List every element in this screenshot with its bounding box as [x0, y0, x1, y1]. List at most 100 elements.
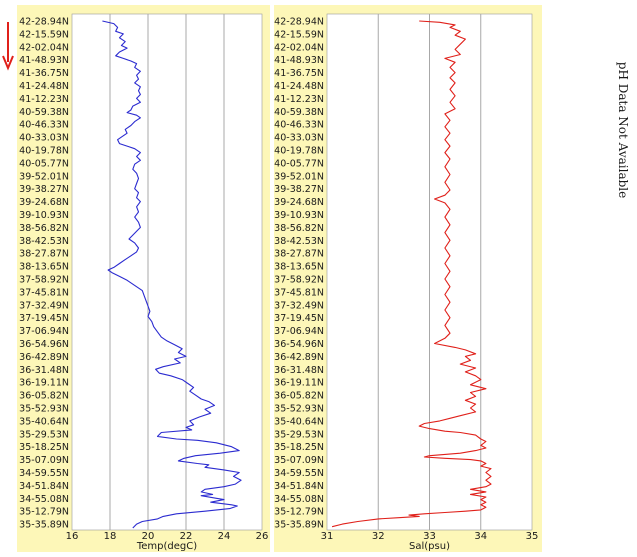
sal-y-tick-label: 35-12.79N [274, 507, 324, 518]
temp-plot-area [71, 13, 263, 531]
sal-y-tick-label: 41-24.48N [274, 81, 324, 92]
temp-y-tick-label: 35-35.89N [19, 520, 69, 531]
temp-y-tick-label: 41-48.93N [19, 55, 69, 66]
sal-y-tick-label: 38-56.82N [274, 223, 324, 234]
sal-y-tick-label: 35-52.93N [274, 404, 324, 415]
sal-y-tick-label: 38-13.65N [274, 262, 324, 273]
temp-y-tick-label: 37-58.92N [19, 275, 69, 286]
temp-y-tick-label: 35-40.64N [19, 416, 69, 427]
temp-y-tick-label: 38-56.82N [19, 223, 69, 234]
sal-y-tick-label: 42-15.59N [274, 29, 324, 40]
temp-y-tick-label: 39-10.93N [19, 210, 69, 221]
sal-y-tick-label: 37-19.45N [274, 313, 324, 324]
sal-y-tick-label: 37-06.94N [274, 326, 324, 337]
direction-arrow [2, 22, 14, 71]
temp-y-tick-label: 39-38.27N [19, 184, 69, 195]
temp-y-tick-label: 37-06.94N [19, 326, 69, 337]
sal-y-tick-label: 41-12.23N [274, 94, 324, 105]
temp-x-tick-label: 16 [66, 531, 79, 542]
ph-unavailable-note: pH Data Not Available [616, 62, 630, 198]
temperature-chart: 16 18 20 22 24 26 Temp(degC) 42-28.94N42-15.59N… [17, 5, 270, 552]
temp-y-tick-label: 38-13.65N [19, 262, 69, 273]
temp-y-tick-label: 35-29.53N [19, 429, 69, 440]
temp-y-tick-label: 36-31.48N [19, 365, 69, 376]
sal-x-tick-label: 35 [526, 531, 539, 542]
sal-y-tick-label: 36-31.48N [274, 365, 324, 376]
sal-y-tick-label: 40-59.38N [274, 107, 324, 118]
sal-y-tick-label: 38-42.53N [274, 236, 324, 247]
sal-series-line [331, 20, 492, 528]
temp-y-tick-label: 42-02.04N [19, 42, 69, 53]
temp-y-tick-label: 41-24.48N [19, 81, 69, 92]
sal-y-tick-label: 36-54.96N [274, 339, 324, 350]
sal-y-tick-label: 35-35.89N [274, 520, 324, 531]
sal-x-axis-label: Sal(psu) [409, 541, 450, 552]
sal-y-tick-label: 36-42.89N [274, 352, 324, 363]
sal-y-tick-label: 36-05.82N [274, 391, 324, 402]
sal-y-tick-label: 41-36.75N [274, 68, 324, 79]
sal-x-tick-label: 32 [372, 531, 385, 542]
temp-y-tick-label: 36-05.82N [19, 391, 69, 402]
temp-y-tick-label: 34-51.84N [19, 481, 69, 492]
temp-series-line [102, 20, 242, 529]
sal-y-tick-label: 40-05.77N [274, 158, 324, 169]
temp-y-tick-label: 38-42.53N [19, 236, 69, 247]
sal-y-tick-label: 42-28.94N [274, 17, 324, 28]
sal-y-tick-label: 39-38.27N [274, 184, 324, 195]
temp-y-tick-label: 36-54.96N [19, 339, 69, 350]
temp-y-tick-label: 42-28.94N [19, 17, 69, 28]
temp-y-tick-label: 37-45.81N [19, 287, 69, 298]
temp-y-tick-label: 35-52.93N [19, 404, 69, 415]
sal-y-tick-label: 39-10.93N [274, 210, 324, 221]
temp-y-tick-label: 40-33.03N [19, 133, 69, 144]
sal-y-tick-label: 34-55.08N [274, 494, 324, 505]
sal-y-tick-label: 39-24.68N [274, 197, 324, 208]
sal-x-tick-label: 31 [321, 531, 334, 542]
temp-y-tick-label: 40-19.78N [19, 146, 69, 157]
sal-y-tick-label: 37-45.81N [274, 287, 324, 298]
temp-y-tick-label: 34-55.08N [19, 494, 69, 505]
temp-y-tick-label: 36-19.11N [19, 378, 69, 389]
temp-y-tick-label: 34-59.55N [19, 468, 69, 479]
sal-y-tick-label: 35-07.09N [274, 455, 324, 466]
temp-x-tick-label: 18 [104, 531, 117, 542]
sal-y-tick-label: 34-59.55N [274, 468, 324, 479]
sal-y-tick-label: 37-32.49N [274, 300, 324, 311]
temp-y-tick-label: 35-07.09N [19, 455, 69, 466]
temp-y-tick-label: 38-27.87N [19, 249, 69, 260]
temp-x-tick-label: 20 [142, 531, 155, 542]
sal-y-tick-label: 36-19.11N [274, 378, 324, 389]
sal-y-tick-label: 37-58.92N [274, 275, 324, 286]
sal-x-tick-label: 33 [423, 531, 436, 542]
temp-y-tick-label: 41-36.75N [19, 68, 69, 79]
temp-y-tick-label: 37-19.45N [19, 313, 69, 324]
direction-arrow-head [2, 55, 14, 71]
sal-y-tick-label: 40-33.03N [274, 133, 324, 144]
sal-y-tick-label: 34-51.84N [274, 481, 324, 492]
sal-y-tick-label: 41-48.93N [274, 55, 324, 66]
temp-y-tick-label: 37-32.49N [19, 300, 69, 311]
temp-x-tick-label: 22 [180, 531, 193, 542]
temp-y-tick-label: 40-59.38N [19, 107, 69, 118]
temp-x-tick-label: 24 [218, 531, 231, 542]
sal-y-tick-label: 35-40.64N [274, 416, 324, 427]
sal-x-tick-label: 34 [474, 531, 487, 542]
temp-y-tick-label: 35-12.79N [19, 507, 69, 518]
sal-y-tick-label: 38-27.87N [274, 249, 324, 260]
temp-x-axis-label: Temp(degC) [136, 541, 197, 552]
sal-y-tick-label: 40-19.78N [274, 146, 324, 157]
temp-y-tick-label: 35-18.25N [19, 442, 69, 453]
temp-y-tick-label: 39-24.68N [19, 197, 69, 208]
sal-y-tick-label: 35-18.25N [274, 442, 324, 453]
sal-y-tick-label: 35-29.53N [274, 429, 324, 440]
temp-y-tick-label: 40-46.33N [19, 120, 69, 131]
temp-y-tick-label: 42-15.59N [19, 29, 69, 40]
temp-y-tick-label: 39-52.01N [19, 171, 69, 182]
temp-x-tick-label: 26 [256, 531, 269, 542]
temp-y-tick-label: 41-12.23N [19, 94, 69, 105]
temp-y-tick-label: 36-42.89N [19, 352, 69, 363]
temp-y-tick-label: 40-05.77N [19, 158, 69, 169]
sal-y-tick-label: 40-46.33N [274, 120, 324, 131]
